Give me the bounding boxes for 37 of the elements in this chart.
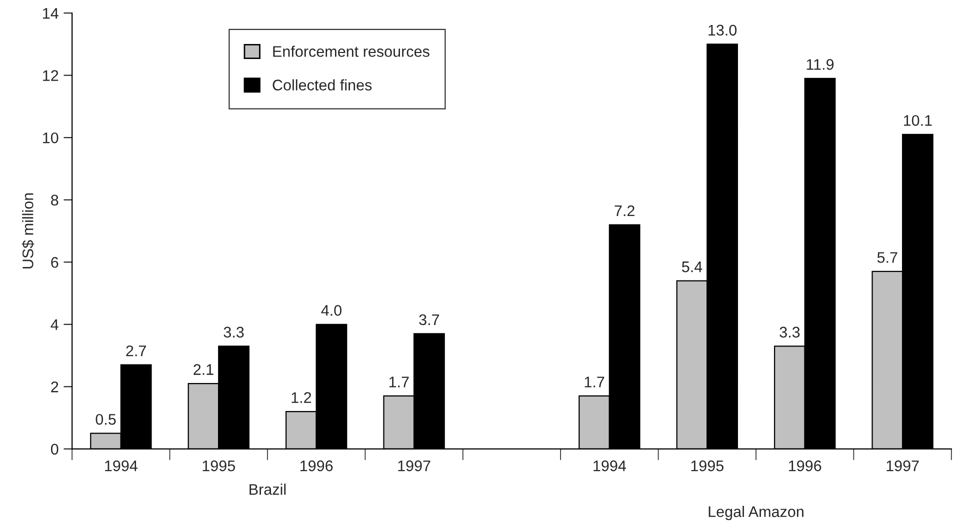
y-tick-label: 14 (43, 8, 58, 19)
y-tick-label: 8 (51, 194, 58, 206)
data-label: 1.2 (292, 392, 312, 403)
data-label: 0.5 (96, 414, 116, 425)
x-tick-label: 1995 (202, 460, 235, 472)
legend-label: Enforcement resources (273, 46, 430, 57)
text: Brazil (250, 484, 286, 495)
y-tick-label: 10 (43, 132, 58, 144)
data-label: 5.4 (682, 262, 702, 272)
data-label: 2.7 (126, 345, 146, 356)
y-axis-title: US$ million (22, 193, 34, 268)
data-label: 3.7 (419, 314, 440, 326)
x-tick-label: 1996 (789, 460, 822, 472)
y-tick-label: 2 (51, 382, 58, 392)
x-tick-label: 1997 (398, 460, 430, 472)
data-label: 3.3 (224, 326, 244, 338)
data-label: 4.0 (321, 304, 342, 316)
data-label: 13.0 (708, 24, 737, 36)
y-tick-label: 6 (51, 256, 58, 268)
x-tick-label: 1994 (594, 460, 626, 472)
x-tick-label: 1994 (105, 460, 138, 472)
data-label: 1.7 (584, 376, 604, 388)
data-label: 3.3 (780, 326, 800, 338)
data-label: 1.7 (389, 376, 409, 388)
data-label: 5.7 (877, 252, 898, 263)
data-label: 7.2 (614, 205, 634, 216)
x-tick-label: 1996 (300, 460, 333, 472)
y-tick-label: 4 (50, 319, 58, 330)
data-label: 10.1 (904, 115, 932, 126)
y-tick-label: 0 (50, 444, 58, 455)
text: Legal Amazon (708, 506, 804, 520)
data-label: 11.9 (806, 59, 834, 70)
x-tick-label: 1997 (886, 460, 919, 472)
legend-label: Collected fines (272, 79, 372, 90)
x-tick-label: 1995 (691, 460, 724, 472)
data-label: 2.1 (194, 364, 214, 375)
y-tick-label: 12 (43, 70, 58, 81)
